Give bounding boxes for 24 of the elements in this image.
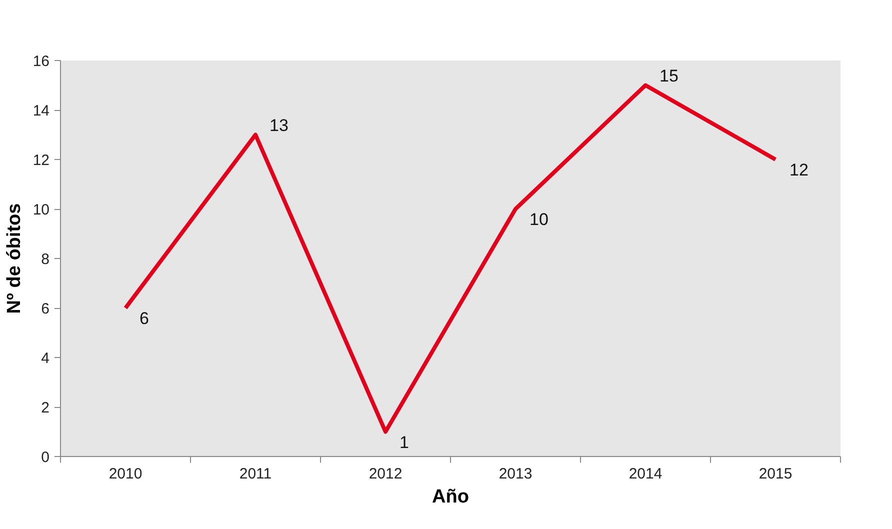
x-tick-label: 2013 — [498, 466, 532, 482]
data-label: 15 — [660, 66, 678, 86]
y-tick-label: 12 — [32, 152, 50, 169]
x-tick-label: 2012 — [368, 466, 402, 482]
x-tick-label: 2010 — [108, 466, 142, 482]
data-label: 10 — [530, 210, 548, 229]
y-tick-label: 16 — [32, 53, 50, 70]
y-tick-label: 8 — [41, 251, 50, 268]
x-tick-label: 2015 — [758, 466, 792, 482]
line-series — [124, 83, 778, 434]
data-label: 12 — [790, 160, 808, 180]
y-tick-label: 2 — [41, 400, 50, 416]
y-tick-label: 6 — [41, 300, 50, 318]
y-tick-label: 4 — [41, 350, 50, 367]
data-label: 1 — [400, 432, 409, 452]
y-tick-label: 14 — [32, 102, 50, 120]
y-tick-label: 10 — [32, 202, 50, 218]
x-axis-title: Año — [432, 486, 469, 508]
y-axis-title: Nº de óbitos — [4, 203, 25, 314]
y-tick-label: 0 — [41, 449, 50, 466]
x-tick-label: 2011 — [239, 466, 272, 482]
x-tick-label: 2014 — [628, 466, 662, 482]
data-label: 6 — [140, 309, 149, 328]
data-label: 13 — [270, 116, 288, 135]
